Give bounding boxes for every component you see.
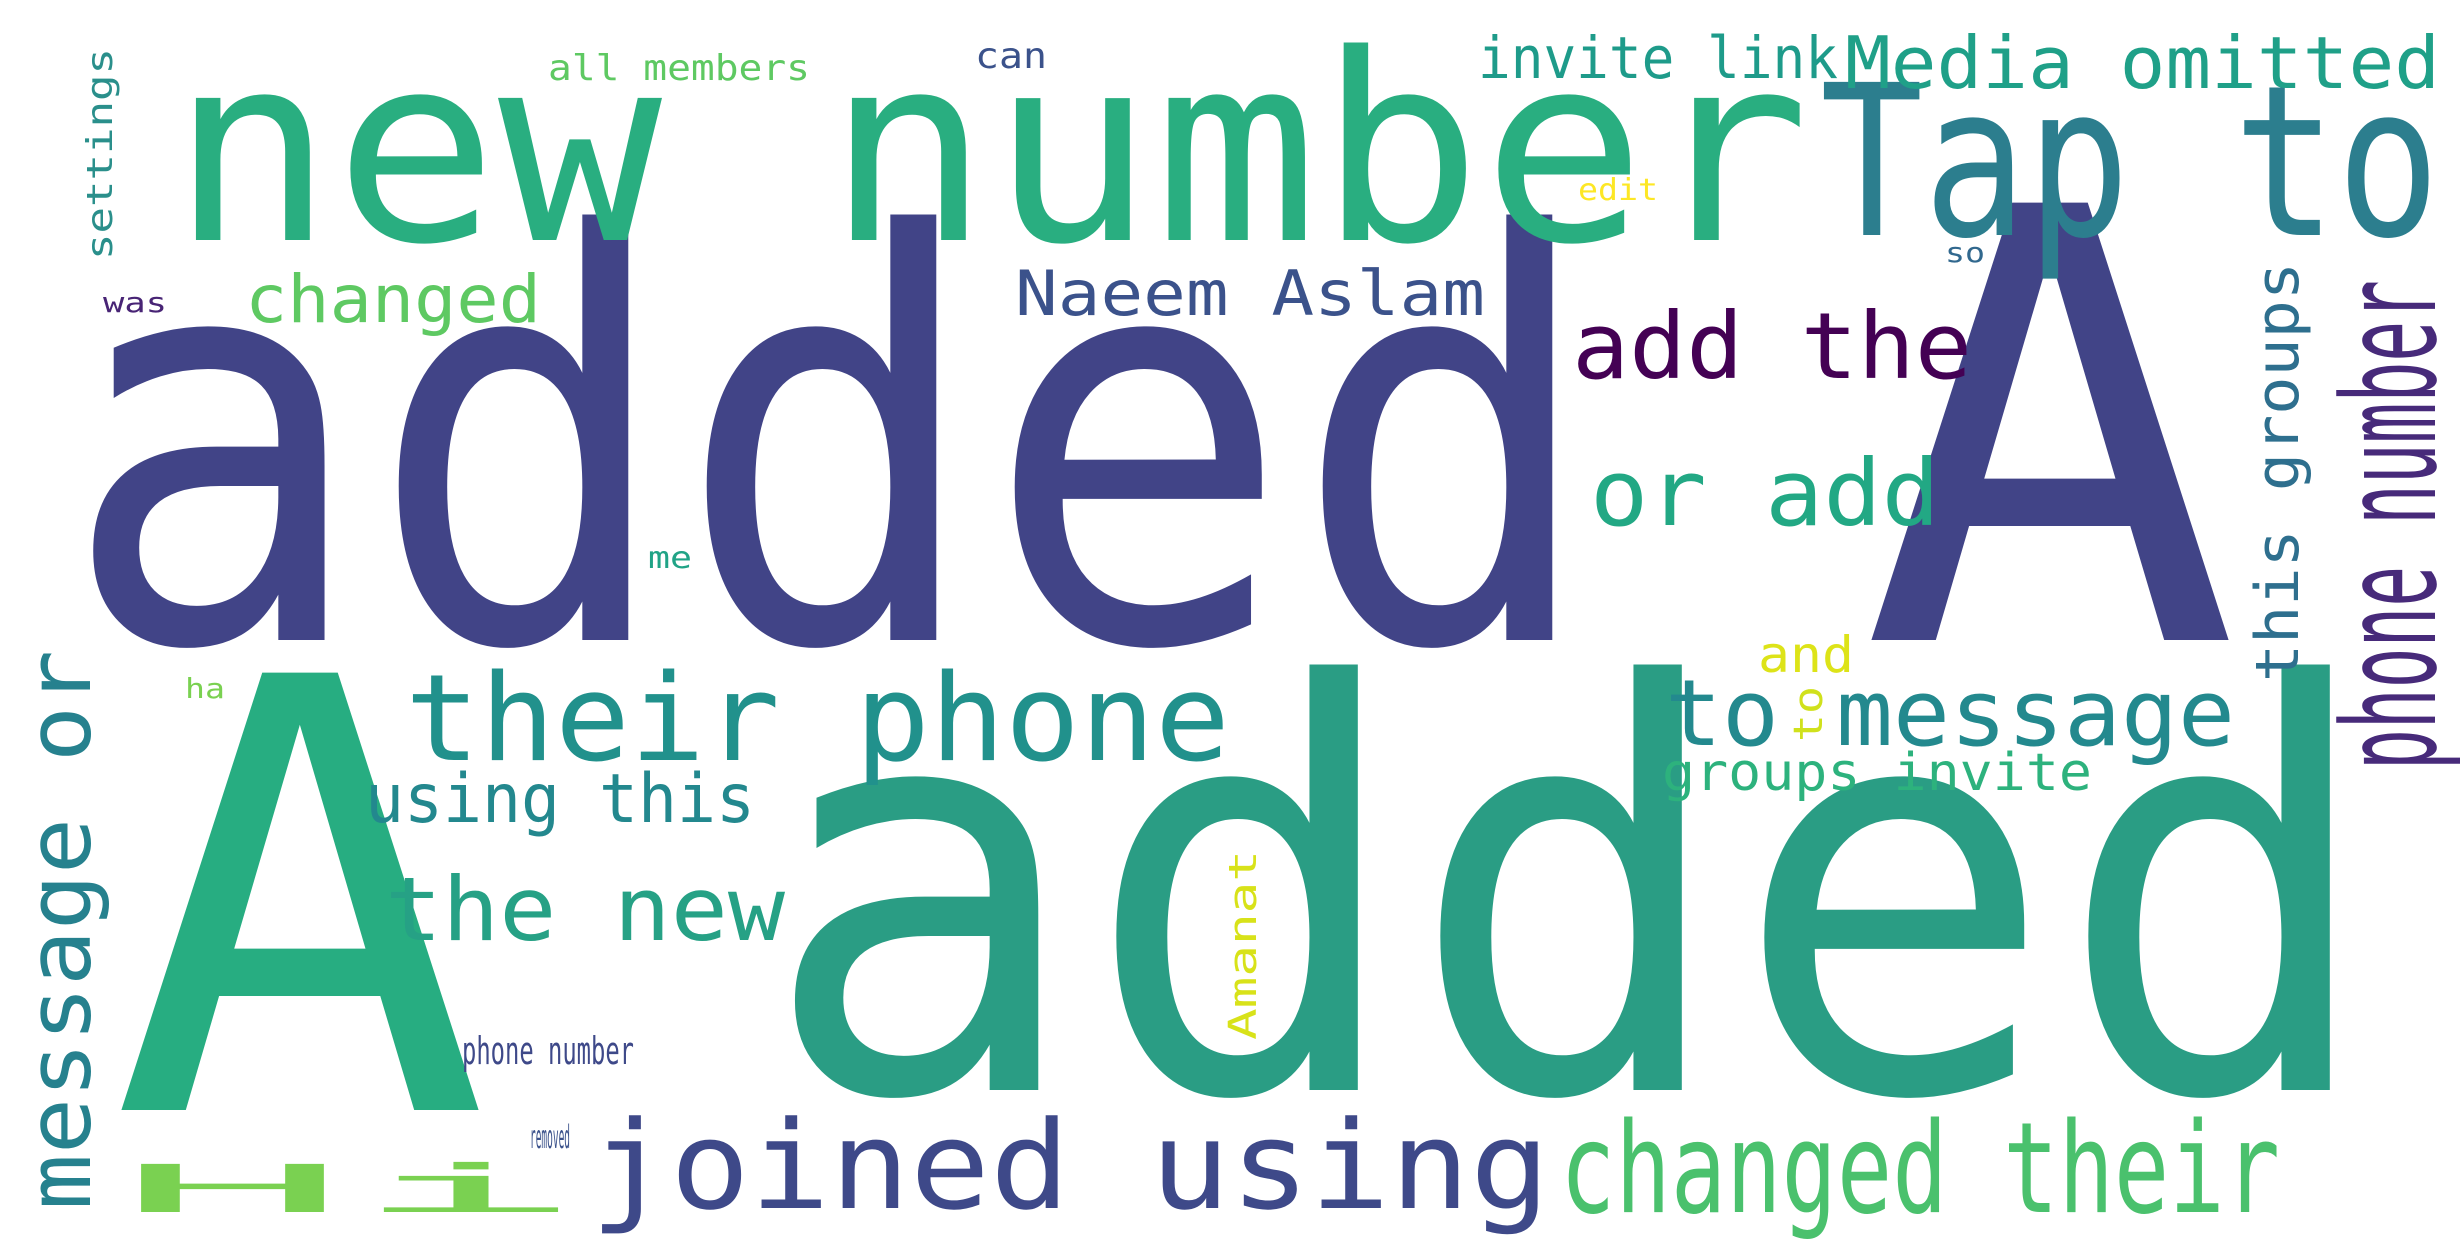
word-joined-using: Hi xyxy=(115,1151,585,1228)
word-the-new: the new xyxy=(385,858,785,961)
word-settings: settings xyxy=(80,48,121,260)
word-A-left: A xyxy=(110,553,490,1252)
word-naeem-aslam: Naeem Aslam xyxy=(1015,257,1485,330)
word-or-add: or add xyxy=(1590,440,1940,547)
word-me: me xyxy=(648,541,692,576)
word-amanat: Amanat xyxy=(1221,850,1265,1040)
word-so: so xyxy=(1945,236,1985,269)
word-this-groups: this groups xyxy=(2243,262,2313,682)
word-number-tap: changed their xyxy=(1560,1095,2280,1242)
word-added-bottom: added xyxy=(760,571,2380,1223)
word-ha: ha xyxy=(185,672,225,705)
word-add-the: add the xyxy=(1572,293,1972,400)
word-was: was xyxy=(103,286,167,319)
word-removed: phone number xyxy=(462,1029,634,1073)
word-to-vertical: to xyxy=(1786,686,1832,742)
word-changed-their: joined using xyxy=(590,1095,1550,1237)
word-their-phone: their phone xyxy=(405,650,1230,789)
word-all-members: all members xyxy=(548,48,810,89)
word-media-omitted: Media omitted xyxy=(1845,21,2440,105)
word-edit: edit xyxy=(1578,173,1658,208)
word-and: and xyxy=(1758,626,1854,684)
word-added-top: added xyxy=(60,121,1600,773)
word-message-or: message or xyxy=(8,650,111,1210)
word-invite-link: invite link xyxy=(1478,24,1838,92)
word-changed: changed xyxy=(245,261,541,338)
word-phone-number-vertical: phone number xyxy=(2314,280,2460,770)
word-new-number: new number xyxy=(170,0,1810,302)
word-hi: removed xyxy=(530,1118,570,1156)
word-to-message: to message xyxy=(1665,660,2235,767)
word-groups-invite: groups invite xyxy=(1662,743,2092,803)
word-can: can xyxy=(975,36,1047,77)
word-using-this: using this xyxy=(365,760,755,839)
word-A-right: A xyxy=(1860,83,2240,782)
word-tap-to: Tap to xyxy=(1820,40,2440,285)
